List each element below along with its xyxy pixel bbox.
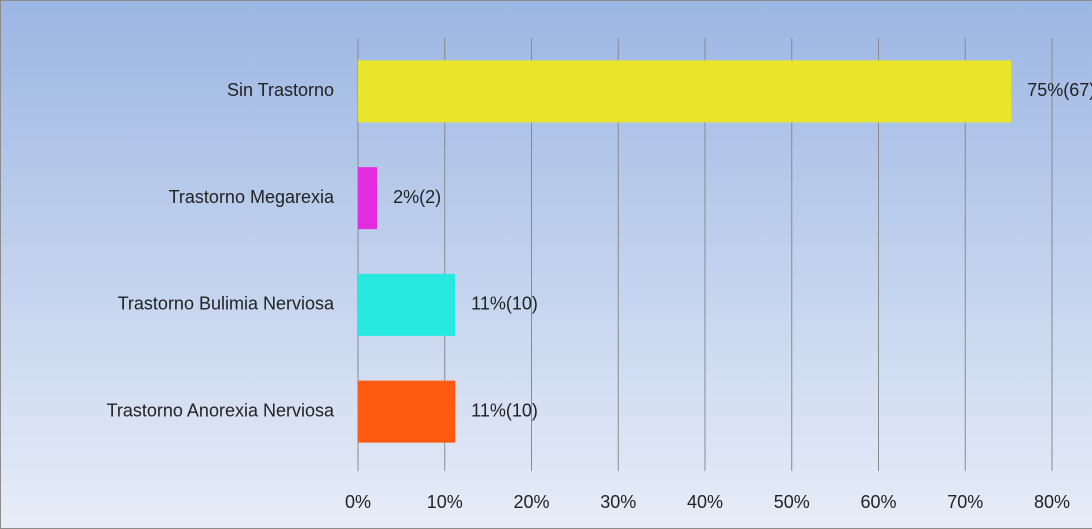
bar xyxy=(358,167,378,230)
x-tick-label: 10% xyxy=(427,492,463,512)
bar xyxy=(358,60,1012,123)
y-tick-label: Sin Trastorno xyxy=(227,80,334,100)
value-label: 75%(67) xyxy=(1027,80,1092,100)
x-tick-label: 40% xyxy=(687,492,723,512)
x-tick-label: 50% xyxy=(774,492,810,512)
value-label: 11%(10) xyxy=(471,400,538,420)
bar xyxy=(358,273,456,336)
x-tick-label: 0% xyxy=(345,492,371,512)
y-tick-label: Trastorno Anorexia Nerviosa xyxy=(107,400,335,420)
x-tick-label: 70% xyxy=(947,492,983,512)
value-label: 2%(2) xyxy=(393,187,441,207)
bar xyxy=(358,380,456,443)
x-tick-label: 80% xyxy=(1034,492,1070,512)
y-tick-label: Trastorno Bulimia Nerviosa xyxy=(118,294,335,314)
y-tick-label: Trastorno Megarexia xyxy=(169,187,335,207)
value-label: 11%(10) xyxy=(471,294,538,314)
x-tick-label: 30% xyxy=(600,492,636,512)
x-tick-label: 20% xyxy=(513,492,549,512)
x-tick-label: 60% xyxy=(860,492,896,512)
